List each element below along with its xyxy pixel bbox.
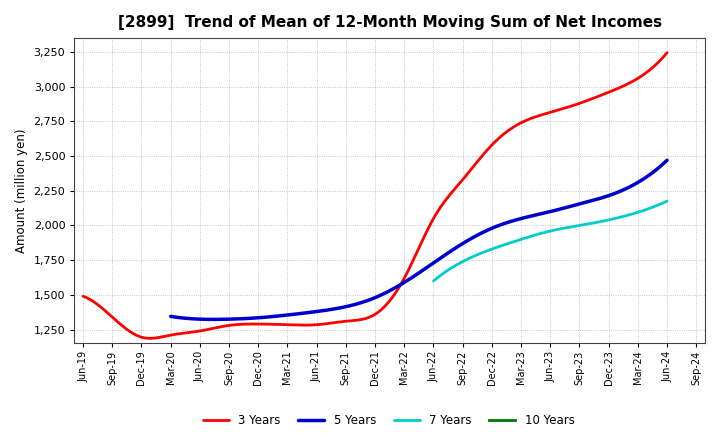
Title: [2899]  Trend of Mean of 12-Month Moving Sum of Net Incomes: [2899] Trend of Mean of 12-Month Moving … — [117, 15, 662, 30]
7 Years — [505, 240, 514, 246]
5 Years — [526, 214, 534, 219]
5 Years — [528, 213, 537, 218]
7 Years — [662, 198, 671, 204]
7 Years — [429, 279, 438, 284]
7 Years — [457, 260, 466, 265]
Line: 5 Years: 5 Years — [171, 160, 667, 319]
5 Years — [662, 158, 671, 163]
Line: 3 Years: 3 Years — [83, 53, 667, 338]
3 Years — [150, 335, 159, 341]
3 Years — [312, 322, 320, 327]
7 Years — [599, 218, 608, 224]
3 Years — [448, 190, 456, 195]
5 Years — [166, 314, 175, 319]
3 Years — [502, 130, 510, 135]
5 Years — [329, 306, 338, 312]
5 Years — [228, 316, 236, 322]
7 Years — [598, 219, 606, 224]
5 Years — [209, 317, 217, 322]
3 Years — [146, 336, 155, 341]
5 Years — [364, 297, 373, 303]
3 Years — [271, 322, 279, 327]
7 Years — [521, 235, 530, 241]
3 Years — [505, 128, 513, 133]
Line: 7 Years: 7 Years — [433, 201, 667, 281]
Legend: 3 Years, 5 Years, 7 Years, 10 Years: 3 Years, 5 Years, 7 Years, 10 Years — [198, 410, 580, 432]
3 Years — [662, 50, 671, 55]
Y-axis label: Amount (million yen): Amount (million yen) — [15, 128, 28, 253]
5 Years — [480, 229, 488, 235]
7 Years — [576, 223, 585, 228]
3 Years — [78, 293, 87, 299]
